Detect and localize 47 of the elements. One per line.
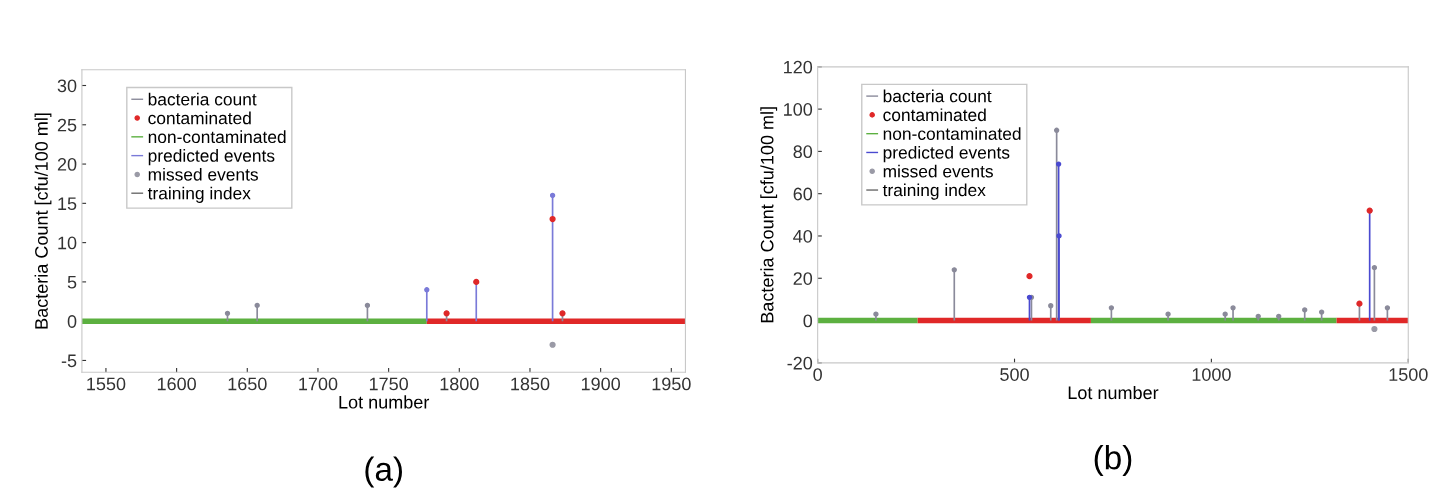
legend-label: predicted events (148, 149, 275, 166)
x-tick-label: 1700 (299, 377, 338, 391)
x-tick-label: 500 (1000, 368, 1029, 381)
x-axis-title: Lot number (339, 395, 430, 409)
legend-label: non-contaminated (148, 130, 286, 144)
y-tick-label: 80 (793, 145, 813, 159)
y-tick-label: 60 (793, 187, 813, 201)
y-axis-title: Bacteria Count [cfu/100 ml] (34, 113, 52, 329)
y-tick-label: 15 (58, 197, 77, 211)
text: (a) (365, 456, 402, 488)
y-tick-label: 0 (67, 315, 77, 328)
x-tick-label: 1950 (652, 377, 691, 391)
y-tick-label: 20 (793, 272, 813, 285)
y-tick-label: 25 (57, 118, 77, 132)
text: (b) (1094, 444, 1132, 477)
y-tick-label: 40 (793, 229, 813, 243)
y-tick-label: 10 (58, 236, 77, 250)
x-tick-label: 1900 (581, 377, 621, 391)
y-tick-label: 5 (67, 276, 77, 289)
legend-label: missed events (148, 167, 258, 181)
legend-label: training index (147, 186, 251, 203)
y-tick-label: -5 (61, 354, 77, 368)
x-tick-label: 1000 (1192, 368, 1231, 381)
x-tick-label: 1800 (440, 377, 479, 391)
y-tick-label: 100 (784, 103, 813, 116)
legend-label: predicted events (883, 145, 1010, 163)
legend-label: contaminated (883, 108, 986, 122)
y-tick-label: 20 (57, 158, 77, 171)
y-axis-title: Bacteria Count [cfu/100 ml] (760, 107, 778, 323)
x-tick-label: 1550 (87, 377, 126, 391)
x-axis-title: Lot number (1068, 385, 1159, 400)
x-tick-label: 1850 (511, 377, 550, 391)
x-tick-label: 1600 (157, 377, 196, 391)
legend-label: bacteria count (883, 89, 992, 103)
legend-label: bacteria count (148, 92, 257, 106)
y-tick-label: 30 (57, 79, 77, 93)
legend-label: missed events (883, 164, 993, 178)
x-tick-label: 1750 (369, 377, 409, 391)
y-tick-label: -20 (787, 356, 813, 370)
x-tick-label: 1650 (228, 377, 267, 391)
x-tick-label: 0 (813, 368, 822, 381)
x-tick-label: 1500 (1389, 368, 1428, 381)
y-tick-label: 0 (803, 314, 813, 328)
y-tick-label: 120 (784, 60, 813, 74)
legend-label: non-contaminated (883, 127, 1021, 140)
legend-label: contaminated (148, 111, 251, 125)
legend-label: training index (882, 183, 986, 200)
